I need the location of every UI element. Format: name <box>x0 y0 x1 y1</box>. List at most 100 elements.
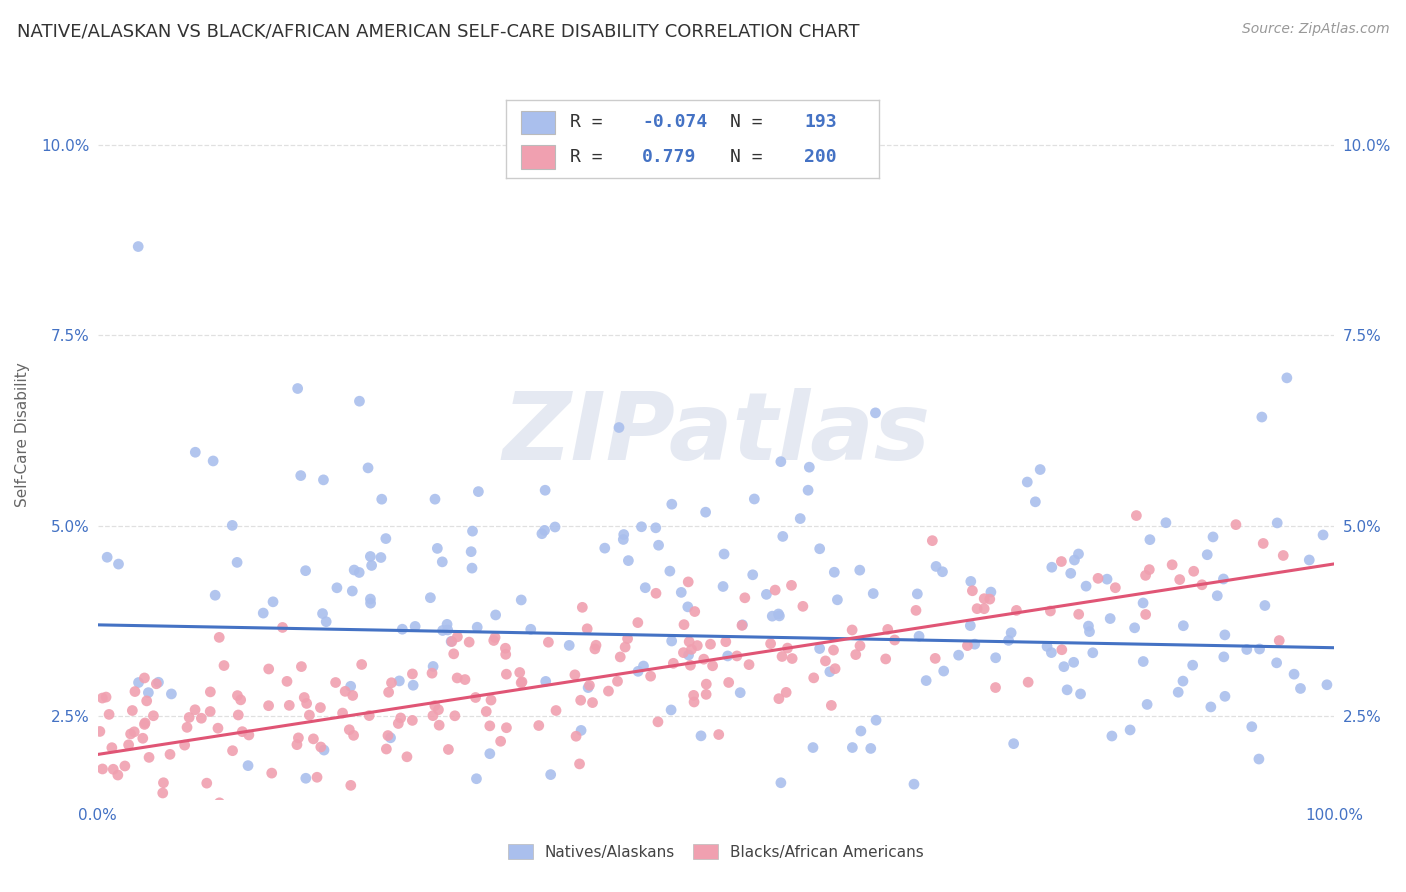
Point <box>564 668 586 682</box>
Point <box>883 632 905 647</box>
Point <box>1132 596 1154 610</box>
Point <box>612 533 634 547</box>
Point <box>103 762 125 776</box>
Point <box>478 747 501 761</box>
Point <box>1272 549 1295 563</box>
Point <box>678 634 700 648</box>
Point <box>375 742 398 756</box>
Point <box>693 652 716 666</box>
Point <box>1135 607 1157 622</box>
Point <box>134 671 156 685</box>
Point <box>1197 548 1219 562</box>
Point <box>775 685 797 699</box>
Point <box>768 608 790 623</box>
Point <box>312 473 335 487</box>
Point <box>1099 611 1122 625</box>
Point <box>617 553 640 567</box>
Point <box>380 731 402 745</box>
Point <box>1000 625 1022 640</box>
Point <box>190 711 212 725</box>
Point <box>1171 674 1194 689</box>
Point <box>121 704 143 718</box>
Point <box>1265 656 1288 670</box>
Point <box>211 823 233 838</box>
Point <box>763 583 786 598</box>
Point <box>290 659 312 673</box>
Point <box>1298 553 1320 567</box>
Point <box>1213 690 1236 704</box>
Point <box>630 520 652 534</box>
Point <box>510 676 533 690</box>
Point <box>769 776 792 790</box>
Point <box>741 567 763 582</box>
Point <box>1191 578 1213 592</box>
Point <box>312 743 335 757</box>
Point <box>127 239 149 253</box>
Point <box>395 749 418 764</box>
Point <box>402 678 425 692</box>
Point <box>1161 558 1184 572</box>
Point <box>1247 752 1270 766</box>
Point <box>607 420 630 434</box>
Point <box>865 713 887 727</box>
Point <box>478 719 501 733</box>
Point <box>295 771 318 785</box>
Point <box>423 698 446 713</box>
Point <box>859 741 882 756</box>
Point <box>948 648 970 663</box>
Point <box>1137 563 1160 577</box>
Point <box>195 776 218 790</box>
Point <box>120 727 142 741</box>
Point <box>585 638 607 652</box>
Point <box>755 587 778 601</box>
Point <box>915 673 938 688</box>
Point <box>309 739 332 754</box>
Point <box>309 700 332 714</box>
Point <box>1050 555 1073 569</box>
Point <box>1053 659 1076 673</box>
Point <box>1070 687 1092 701</box>
Point <box>533 524 555 538</box>
Point <box>479 693 502 707</box>
Point <box>627 665 650 679</box>
Point <box>325 675 347 690</box>
Point <box>360 596 382 610</box>
Point <box>1024 495 1046 509</box>
Point <box>494 641 516 656</box>
Point <box>271 620 294 634</box>
Point <box>801 740 824 755</box>
Point <box>984 681 1007 695</box>
Point <box>142 708 165 723</box>
Point <box>359 708 381 723</box>
Point <box>959 574 981 589</box>
Point <box>252 606 274 620</box>
Point <box>738 657 761 672</box>
Point <box>374 532 396 546</box>
Point <box>305 770 328 784</box>
Point <box>357 461 380 475</box>
Point <box>311 607 333 621</box>
Point <box>332 706 354 720</box>
Point <box>262 595 284 609</box>
Point <box>849 639 872 653</box>
Point <box>370 550 392 565</box>
Point <box>315 615 337 629</box>
Point <box>662 657 685 671</box>
Point <box>695 677 717 691</box>
Point <box>221 744 243 758</box>
Text: 200: 200 <box>804 148 837 166</box>
Point <box>717 675 740 690</box>
Point <box>1212 572 1234 586</box>
Point <box>1067 547 1090 561</box>
Point <box>606 674 628 689</box>
Point <box>711 580 734 594</box>
Point <box>184 445 207 459</box>
Point <box>581 696 603 710</box>
Point <box>371 492 394 507</box>
Point <box>845 648 868 662</box>
Point <box>728 686 751 700</box>
Point <box>921 533 943 548</box>
Point <box>134 717 156 731</box>
Point <box>908 629 931 643</box>
Point <box>808 541 831 556</box>
